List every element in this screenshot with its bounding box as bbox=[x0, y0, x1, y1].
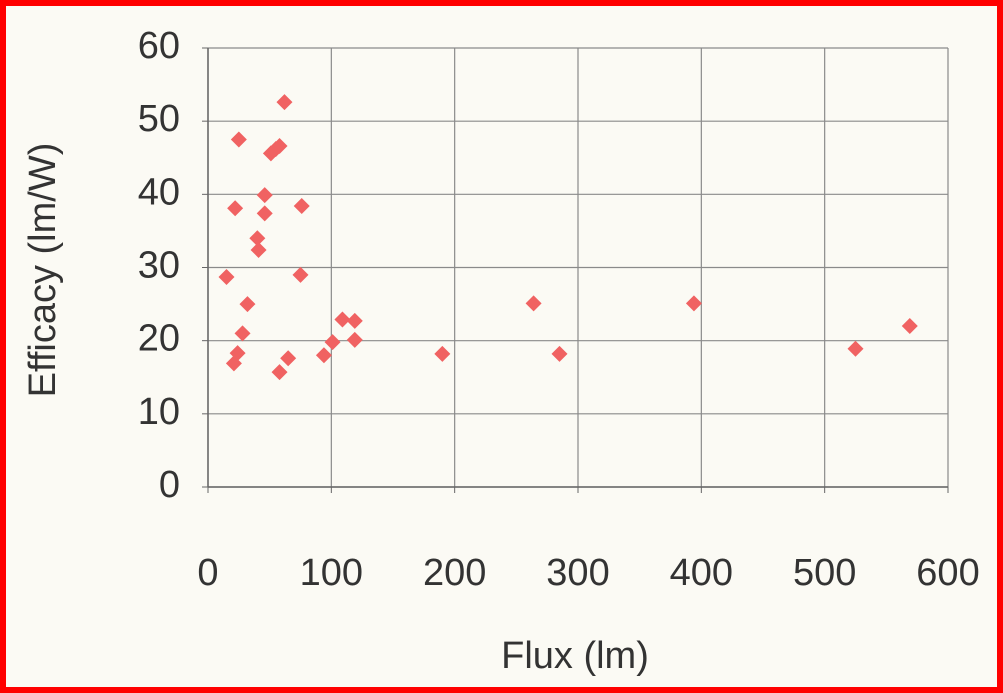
point bbox=[292, 266, 309, 283]
point bbox=[271, 138, 288, 155]
point bbox=[847, 340, 864, 357]
x-tick-label: 400 bbox=[670, 552, 733, 594]
point bbox=[250, 241, 267, 258]
point bbox=[276, 94, 293, 111]
point bbox=[551, 345, 568, 362]
y-tick-label: 30 bbox=[138, 245, 180, 287]
x-tick-label: 600 bbox=[916, 552, 979, 594]
y-tick-label: 0 bbox=[159, 464, 180, 506]
y-tick-label: 50 bbox=[138, 98, 180, 140]
point bbox=[346, 312, 363, 329]
point bbox=[256, 205, 273, 222]
point bbox=[525, 295, 542, 312]
x-tick-label: 500 bbox=[793, 552, 856, 594]
x-axis-title: Flux (lm) bbox=[501, 635, 649, 677]
point bbox=[227, 200, 244, 217]
point bbox=[280, 350, 297, 367]
y-tick-label: 10 bbox=[138, 391, 180, 433]
point bbox=[230, 131, 247, 148]
point bbox=[218, 269, 235, 286]
point bbox=[346, 331, 363, 348]
point bbox=[315, 347, 332, 364]
y-tick-label: 20 bbox=[138, 318, 180, 360]
point bbox=[256, 187, 273, 204]
y-tick-label: 40 bbox=[138, 171, 180, 213]
x-tick-label: 100 bbox=[300, 552, 363, 594]
point bbox=[901, 318, 918, 335]
point bbox=[234, 325, 251, 342]
x-tick-label: 200 bbox=[423, 552, 486, 594]
point bbox=[271, 364, 288, 381]
point bbox=[249, 230, 266, 247]
point bbox=[324, 334, 341, 351]
y-axis-title: Efficacy (lm/W) bbox=[22, 143, 64, 398]
point bbox=[334, 311, 351, 328]
point bbox=[685, 295, 702, 312]
point bbox=[293, 198, 310, 215]
point bbox=[239, 296, 256, 313]
x-tick-label: 300 bbox=[546, 552, 609, 594]
point bbox=[225, 355, 242, 372]
x-tick-label: 0 bbox=[197, 552, 218, 594]
point bbox=[434, 345, 451, 362]
y-tick-label: 60 bbox=[138, 25, 180, 67]
